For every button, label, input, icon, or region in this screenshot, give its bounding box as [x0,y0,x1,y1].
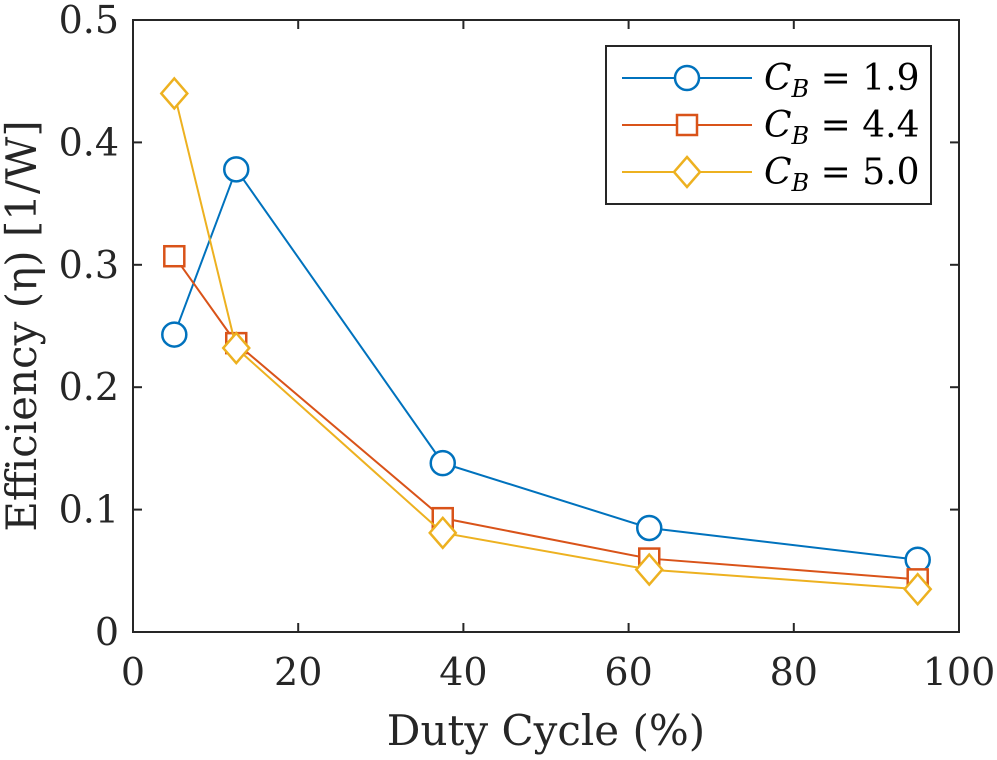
data-point [634,552,664,587]
y-tick-label: 0.1 [59,488,119,532]
data-point [163,244,186,268]
y-tick-label: 0.5 [59,0,119,42]
y-tick-label: 0.3 [59,243,119,287]
series-3 [159,76,933,607]
axes-box [132,19,960,633]
data-point [159,76,189,111]
series-line [173,167,918,561]
y-axis-label: Efficiency (η) [1/W] [0,120,46,532]
legend-label: CB = 5.0 [764,152,920,197]
legend-marker [675,113,699,137]
x-tick-label: 0 [121,650,145,694]
x-tick-label: 100 [923,650,996,694]
legend-label: CB = 1.9 [764,58,920,103]
data-point [161,321,188,348]
x-tick-label: 20 [274,650,322,694]
legend-marker [672,155,702,189]
legend-entry: CB = 1.9 [622,58,920,103]
y-tick-label: 0 [95,610,119,654]
x-tick-label: 80 [770,650,818,694]
data-point [429,449,456,477]
x-axis-label: Duty Cycle (%) [387,706,705,755]
x-tick-label: 60 [604,650,652,694]
series-2 [163,244,929,591]
series-1 [161,156,931,574]
legend-entry: CB = 5.0 [622,152,920,197]
series-line [173,255,918,581]
data-point [223,156,250,183]
y-tick-label: 0.4 [59,120,119,164]
y-tick-label: 0.2 [59,365,119,409]
x-tick-label: 40 [439,650,487,694]
legend: CB = 1.9CB = 4.4CB = 5.0 [605,45,932,205]
legend-entry: CB = 4.4 [622,105,920,150]
data-point [428,515,458,550]
legend-label: CB = 4.4 [764,105,920,150]
plot-area [159,76,933,607]
legend-marker [673,64,701,92]
data-point [903,572,933,607]
data-point [636,514,663,542]
data-point [221,331,251,365]
